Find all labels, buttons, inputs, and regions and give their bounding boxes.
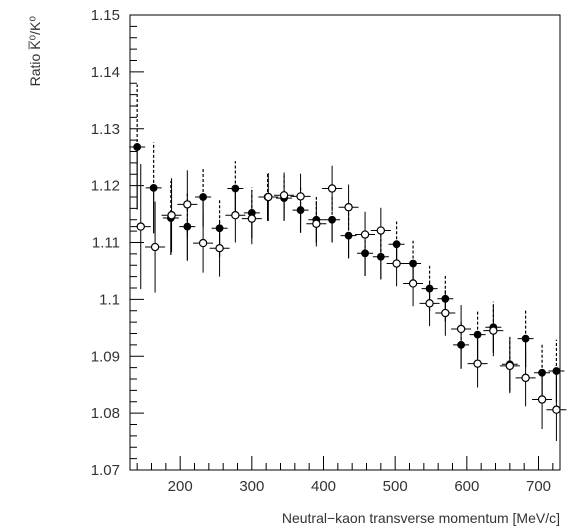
plot-frame bbox=[129, 14, 561, 471]
open-point bbox=[489, 326, 498, 335]
filled-point bbox=[552, 367, 561, 375]
y-tick-label: 1.08 bbox=[91, 405, 120, 422]
x-tick-label: 400 bbox=[311, 478, 336, 495]
y-tick-label: 1.12 bbox=[91, 178, 120, 195]
open-point bbox=[150, 242, 160, 252]
open-point bbox=[344, 203, 353, 212]
x-axis-title: Neutral−kaon transverse momentum [MeV/c] bbox=[282, 510, 560, 526]
filled-point bbox=[183, 222, 192, 231]
filled-point bbox=[425, 284, 434, 293]
filled-point bbox=[473, 330, 482, 339]
x-axis: 200 300 400 500 600 700 bbox=[136, 456, 554, 495]
filled-point bbox=[441, 294, 450, 303]
y-tick-label: 1.13 bbox=[91, 121, 120, 138]
open-point bbox=[360, 230, 370, 239]
filled-point bbox=[376, 252, 385, 261]
open-point bbox=[167, 210, 176, 220]
y-axis: 1.07 1.08 1.09 1.1 1.11 1.12 1.13 1.14 1.15 bbox=[91, 7, 144, 479]
filled-point bbox=[231, 184, 240, 193]
open-point bbox=[425, 299, 434, 308]
filled-point bbox=[392, 240, 401, 249]
y-tick-label: 1.1 bbox=[99, 291, 120, 308]
open-point bbox=[521, 373, 530, 383]
x-tick-label: 600 bbox=[454, 478, 479, 495]
x-tick-label: 300 bbox=[239, 478, 264, 495]
filled-point bbox=[215, 224, 224, 233]
open-point bbox=[247, 214, 257, 223]
open-point bbox=[456, 324, 466, 334]
filled-point bbox=[296, 206, 305, 214]
x-tick-label: 200 bbox=[168, 478, 193, 495]
filled-point bbox=[133, 143, 142, 151]
y-tick-label: 1.15 bbox=[91, 7, 120, 24]
open-point bbox=[312, 219, 321, 228]
open-point bbox=[327, 184, 337, 193]
open-point bbox=[264, 192, 273, 202]
filled-point bbox=[199, 193, 208, 201]
open-point bbox=[537, 395, 547, 404]
open-point bbox=[231, 210, 240, 220]
y-tick-label: 1.07 bbox=[91, 462, 120, 479]
open-point bbox=[136, 222, 145, 231]
open-point bbox=[183, 200, 192, 209]
x-tick-label: 500 bbox=[383, 478, 408, 495]
open-point bbox=[279, 191, 289, 200]
open-point bbox=[392, 259, 401, 268]
open-point bbox=[198, 238, 208, 248]
filled-point bbox=[457, 340, 466, 349]
open-point bbox=[215, 243, 224, 253]
filled-point bbox=[344, 231, 353, 240]
x-tick-label: 700 bbox=[526, 478, 551, 495]
filled-point bbox=[149, 184, 158, 192]
filled-point bbox=[521, 334, 530, 343]
data-markers bbox=[133, 143, 561, 414]
filled-point bbox=[409, 259, 417, 268]
open-point bbox=[408, 279, 418, 288]
error-bars bbox=[129, 84, 567, 441]
y-tick-label: 1.14 bbox=[91, 64, 120, 81]
y-tick-label: 1.09 bbox=[91, 348, 120, 365]
open-point bbox=[473, 359, 482, 368]
filled-point bbox=[538, 368, 546, 377]
y-tick-label: 1.11 bbox=[92, 235, 120, 252]
y-axis-title: Ratio K̅⁰/K⁰ bbox=[27, 16, 43, 87]
open-point bbox=[552, 405, 561, 414]
open-point bbox=[441, 308, 450, 318]
open-point bbox=[296, 192, 305, 201]
filled-point bbox=[328, 215, 337, 224]
open-point bbox=[505, 361, 515, 371]
open-point bbox=[376, 226, 386, 235]
filled-point bbox=[361, 249, 369, 258]
